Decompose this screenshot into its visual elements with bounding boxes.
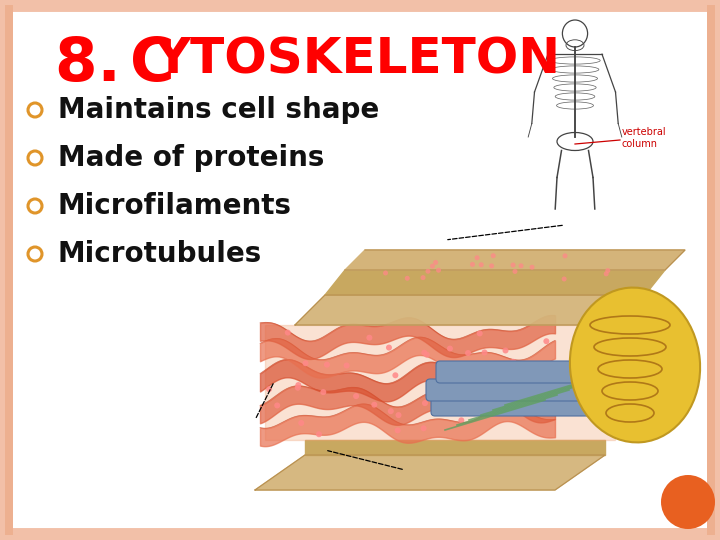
Circle shape xyxy=(529,265,534,269)
Text: Made of proteins: Made of proteins xyxy=(58,144,325,172)
Circle shape xyxy=(420,275,426,280)
Circle shape xyxy=(386,345,392,350)
Circle shape xyxy=(426,269,431,274)
Bar xyxy=(707,5,715,535)
Circle shape xyxy=(298,420,305,426)
Text: Microfilaments: Microfilaments xyxy=(58,192,292,220)
Circle shape xyxy=(395,427,401,434)
Text: Maintains cell shape: Maintains cell shape xyxy=(58,96,379,124)
Circle shape xyxy=(405,276,410,281)
Circle shape xyxy=(274,402,280,408)
Circle shape xyxy=(324,362,330,368)
Polygon shape xyxy=(265,325,615,440)
Circle shape xyxy=(513,269,518,274)
Circle shape xyxy=(465,350,471,356)
Circle shape xyxy=(295,382,302,388)
Circle shape xyxy=(477,330,482,336)
Text: vertebral
column: vertebral column xyxy=(622,127,667,149)
Circle shape xyxy=(444,374,450,380)
FancyBboxPatch shape xyxy=(426,379,604,401)
Text: 8.: 8. xyxy=(55,35,163,94)
Circle shape xyxy=(479,262,484,267)
Polygon shape xyxy=(295,295,645,325)
Text: C: C xyxy=(130,35,175,94)
Circle shape xyxy=(503,348,508,354)
FancyBboxPatch shape xyxy=(431,394,604,416)
Circle shape xyxy=(383,271,388,275)
Circle shape xyxy=(489,362,495,368)
Circle shape xyxy=(606,268,611,273)
Circle shape xyxy=(470,262,475,267)
Circle shape xyxy=(489,264,494,268)
Circle shape xyxy=(430,264,435,268)
Circle shape xyxy=(562,276,567,281)
Circle shape xyxy=(424,352,430,357)
Ellipse shape xyxy=(570,288,700,442)
Circle shape xyxy=(481,395,487,401)
Circle shape xyxy=(421,350,428,356)
Circle shape xyxy=(474,255,480,260)
Circle shape xyxy=(518,264,523,268)
Polygon shape xyxy=(255,455,605,490)
Circle shape xyxy=(485,386,491,392)
Circle shape xyxy=(395,412,402,418)
Circle shape xyxy=(544,338,549,344)
Circle shape xyxy=(509,408,515,414)
Circle shape xyxy=(482,349,487,355)
Circle shape xyxy=(422,400,428,406)
Circle shape xyxy=(603,272,608,276)
Circle shape xyxy=(320,389,326,395)
Bar xyxy=(5,5,13,535)
Circle shape xyxy=(294,384,301,391)
Circle shape xyxy=(316,431,322,437)
Polygon shape xyxy=(305,440,605,455)
Circle shape xyxy=(510,262,516,267)
Circle shape xyxy=(562,253,567,258)
Circle shape xyxy=(436,268,441,273)
Circle shape xyxy=(459,417,464,423)
Circle shape xyxy=(487,411,492,417)
Polygon shape xyxy=(345,250,685,270)
Circle shape xyxy=(464,399,469,405)
Circle shape xyxy=(343,362,350,368)
Circle shape xyxy=(285,329,291,335)
Text: Microtubules: Microtubules xyxy=(58,240,262,268)
Circle shape xyxy=(366,335,372,341)
Circle shape xyxy=(388,408,394,414)
Circle shape xyxy=(510,359,516,365)
Circle shape xyxy=(392,372,398,379)
Circle shape xyxy=(420,426,427,431)
Circle shape xyxy=(661,475,715,529)
Circle shape xyxy=(454,382,460,389)
Circle shape xyxy=(501,366,507,372)
Circle shape xyxy=(433,260,438,265)
Circle shape xyxy=(353,393,359,399)
Circle shape xyxy=(491,253,495,258)
Circle shape xyxy=(266,386,272,392)
Circle shape xyxy=(302,360,308,366)
Text: YTOSKELETON: YTOSKELETON xyxy=(155,35,561,83)
Circle shape xyxy=(372,402,377,408)
Polygon shape xyxy=(325,270,665,295)
Circle shape xyxy=(447,346,453,352)
FancyBboxPatch shape xyxy=(436,361,604,383)
